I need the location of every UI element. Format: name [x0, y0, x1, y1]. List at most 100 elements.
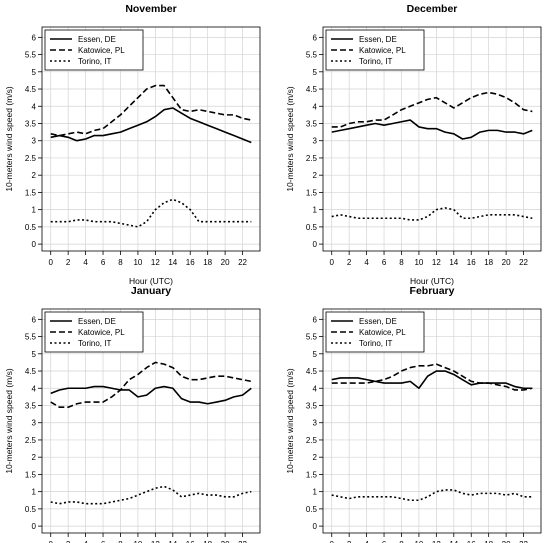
y-tick-label: 2 [32, 453, 37, 462]
y-tick-label: 3.5 [25, 401, 37, 410]
x-tick-label: 14 [449, 258, 458, 267]
series-line-1 [331, 119, 533, 140]
y-tick-label: 6 [313, 315, 318, 324]
y-tick-label: 2.5 [306, 154, 318, 163]
plot-frame [322, 308, 542, 534]
y-tick-label: 0 [313, 240, 318, 249]
x-tick-label: 22 [519, 258, 528, 267]
series-line-3 [50, 198, 252, 228]
chart-panel-3: January 0 2 4 6 8 10 12 14 16 18 20 22 0 0.5 1 1.5 2 2.5 3 3… [4, 285, 261, 543]
y-tick-label: 1.5 [25, 188, 37, 197]
y-tick-label: 6 [313, 33, 318, 42]
x-tick-label: 6 [382, 258, 387, 267]
y-tick-label: 6 [32, 33, 37, 42]
y-tick-label: 4 [313, 384, 318, 393]
y-tick-label: 4 [313, 102, 318, 111]
y-tick-label: 5.5 [306, 333, 318, 342]
legend-entry: Katowice, PL [359, 46, 406, 55]
x-tick-label: 12 [151, 258, 160, 267]
chart-title: December [407, 3, 458, 15]
x-tick-label: 0 [329, 540, 334, 543]
y-axis-label: 10-meters wind speed (m/s) [4, 368, 14, 474]
y-tick-label: 5.5 [306, 51, 318, 60]
x-tick-label: 16 [467, 540, 476, 543]
y-tick-label: 2 [313, 453, 318, 462]
x-tick-label: 20 [221, 540, 230, 543]
x-tick-label: 18 [484, 258, 493, 267]
x-tick-label: 0 [329, 258, 334, 267]
chart-panel-1: November 0 2 4 6 8 10 12 14 16 18 20 22 0 0.5 1 1.5 2 2.5 3… [4, 3, 261, 286]
y-tick-label: 6 [32, 315, 37, 324]
legend-entry: Essen, DE [359, 317, 397, 326]
x-tick-label: 6 [382, 540, 387, 543]
plot-frame [41, 308, 261, 534]
legend-entry: Katowice, PL [359, 328, 406, 337]
x-tick-label: 20 [502, 258, 511, 267]
y-tick-label: 2 [32, 171, 37, 180]
x-axis-label: Hour (UTC) [410, 276, 454, 286]
y-tick-label: 5.5 [25, 333, 37, 342]
y-tick-label: 1 [32, 488, 37, 497]
series-line-2 [331, 91, 533, 128]
series-line-3 [331, 489, 533, 502]
legend-entry: Torino, IT [359, 339, 392, 348]
y-tick-label: 5.5 [25, 51, 37, 60]
x-tick-label: 12 [432, 258, 441, 267]
x-tick-label: 10 [414, 540, 423, 543]
x-tick-label: 10 [133, 258, 142, 267]
x-tick-label: 20 [502, 540, 511, 543]
chart-panel-2: December 0 2 4 6 8 10 12 14 16 18 20 22 0 0.5 1 1.5 2 2.5 3… [285, 3, 542, 286]
series-line-1 [331, 370, 533, 390]
series-line-2 [331, 363, 533, 391]
x-tick-label: 16 [186, 540, 195, 543]
y-tick-label: 2.5 [25, 154, 37, 163]
x-tick-label: 8 [118, 540, 123, 543]
x-tick-label: 4 [83, 258, 88, 267]
y-tick-label: 1 [32, 206, 37, 215]
chart-title: November [125, 3, 176, 15]
legend-entry: Essen, DE [78, 35, 116, 44]
x-tick-label: 20 [221, 258, 230, 267]
series-line-1 [50, 385, 252, 405]
y-tick-label: 4.5 [306, 85, 318, 94]
y-tick-label: 1 [313, 206, 318, 215]
y-tick-label: 3 [313, 137, 318, 146]
plot-frame [41, 26, 261, 252]
x-tick-label: 14 [168, 258, 177, 267]
y-tick-label: 2.5 [306, 436, 318, 445]
y-tick-label: 5 [313, 350, 318, 359]
y-tick-label: 3 [32, 137, 37, 146]
x-tick-label: 14 [449, 540, 458, 543]
y-tick-label: 2.5 [25, 436, 37, 445]
x-tick-label: 10 [133, 540, 142, 543]
y-tick-label: 3 [32, 419, 37, 428]
y-tick-label: 2 [313, 171, 318, 180]
x-tick-label: 2 [347, 258, 352, 267]
plot-frame [322, 26, 542, 252]
x-tick-label: 2 [66, 540, 71, 543]
y-tick-label: 1 [313, 488, 318, 497]
x-tick-label: 18 [484, 540, 493, 543]
x-tick-label: 12 [432, 540, 441, 543]
y-tick-label: 0 [32, 522, 37, 531]
x-tick-label: 4 [364, 540, 369, 543]
y-tick-label: 5 [313, 68, 318, 77]
x-tick-label: 16 [186, 258, 195, 267]
x-tick-label: 18 [203, 258, 212, 267]
chart-panel-4: February 0 2 4 6 8 10 12 14 16 18 20 22 0 0.5 1 1.5 2 2.5 3… [285, 285, 542, 543]
y-tick-label: 0.5 [25, 505, 37, 514]
y-tick-label: 3 [313, 419, 318, 428]
legend-entry: Torino, IT [78, 339, 111, 348]
legend-entry: Katowice, PL [78, 46, 125, 55]
y-tick-label: 4.5 [306, 367, 318, 376]
x-tick-label: 8 [118, 258, 123, 267]
y-tick-label: 3.5 [306, 401, 318, 410]
x-tick-label: 0 [48, 258, 53, 267]
chart-title: January [131, 285, 171, 297]
y-tick-label: 3.5 [25, 119, 37, 128]
y-tick-label: 0 [313, 522, 318, 531]
y-tick-label: 0.5 [306, 223, 318, 232]
legend-entry: Essen, DE [359, 35, 397, 44]
y-tick-label: 1.5 [306, 188, 318, 197]
